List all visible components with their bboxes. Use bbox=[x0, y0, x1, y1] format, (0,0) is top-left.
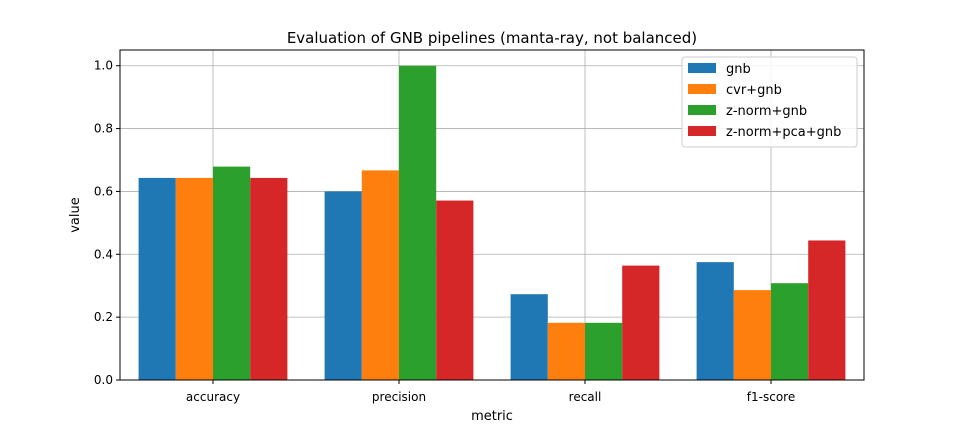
bar-z-norm-pca-gnb-accuracy bbox=[250, 177, 288, 380]
legend-swatch bbox=[688, 63, 716, 73]
bar-z-norm-gnb-accuracy bbox=[213, 166, 251, 380]
y-axis: 0.0 0.2 0.4 0.6 0.8 1.0 bbox=[94, 59, 120, 387]
legend-label: gnb bbox=[726, 62, 751, 77]
legend-label: z-norm+gnb bbox=[726, 104, 807, 119]
legend-label: z-norm+pca+gnb bbox=[726, 125, 841, 140]
bar-cvr-gnb-f1-score bbox=[733, 290, 771, 380]
bar-cvr-gnb-recall bbox=[547, 322, 585, 380]
bar-gnb-precision bbox=[324, 191, 362, 380]
bar-gnb-accuracy bbox=[138, 177, 176, 380]
legend-frame bbox=[681, 56, 858, 148]
bar-z-norm-gnb-precision bbox=[399, 65, 437, 380]
x-tick-label: accuracy bbox=[186, 390, 240, 404]
y-tick-label: 0.6 bbox=[94, 184, 113, 198]
x-axis-title: metric bbox=[471, 409, 513, 424]
bar-gnb-f1-score bbox=[696, 262, 734, 380]
bar-z-norm-pca-gnb-f1-score bbox=[808, 240, 846, 380]
bar-z-norm-gnb-recall bbox=[585, 322, 623, 380]
y-tick-label: 0.0 bbox=[94, 373, 113, 387]
plot-frame bbox=[119, 49, 865, 381]
chart-title: Evaluation of GNB pipelines (manta-ray, … bbox=[287, 29, 697, 47]
y-tick-label: 0.4 bbox=[94, 247, 113, 261]
x-axis: accuracy precision recall f1-score bbox=[186, 380, 795, 404]
bar-z-norm-gnb-f1-score bbox=[771, 283, 809, 380]
x-tick-label: precision bbox=[372, 390, 426, 404]
x-tick-label: f1-score bbox=[747, 390, 795, 404]
y-tick-label: 1.0 bbox=[94, 59, 113, 73]
legend-swatch bbox=[688, 105, 716, 115]
legend-label: cvr+gnb bbox=[726, 83, 782, 98]
y-tick-label: 0.8 bbox=[94, 122, 113, 136]
y-axis-title: value bbox=[68, 197, 83, 233]
bar-gnb-recall bbox=[510, 294, 548, 380]
x-tick-label: recall bbox=[569, 390, 602, 404]
bar-z-norm-pca-gnb-recall bbox=[622, 265, 660, 380]
bar-z-norm-pca-gnb-precision bbox=[436, 200, 474, 380]
legend-swatch bbox=[688, 84, 716, 94]
legend: gnb cvr+gnb z-norm+gnb z-norm+pca+gnb bbox=[681, 56, 858, 148]
bar-cvr-gnb-accuracy bbox=[175, 177, 213, 380]
legend-swatch bbox=[688, 126, 716, 136]
bars-layer bbox=[138, 65, 846, 380]
bar-cvr-gnb-precision bbox=[361, 170, 399, 380]
y-tick-label: 0.2 bbox=[94, 310, 113, 324]
